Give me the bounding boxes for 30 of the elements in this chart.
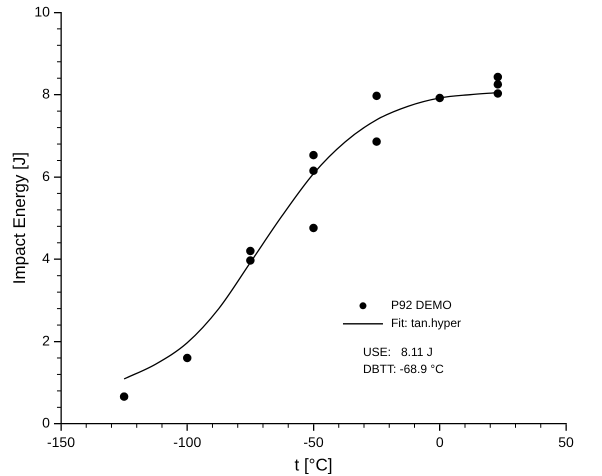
x-tick-label: -150 (46, 434, 76, 450)
legend-label: P92 DEMO (390, 298, 452, 312)
annotation: USE: 8.11 J (362, 345, 433, 360)
point (309, 224, 318, 232)
point (372, 92, 381, 100)
point (494, 72, 502, 82)
point (182, 354, 192, 362)
y-tick-label: 6 (42, 168, 50, 184)
x-tick-label: -100 (173, 434, 202, 450)
point (494, 89, 502, 98)
annotation: DBTT: -68.9 °C (362, 362, 444, 376)
legend-label: Fit: tan.hyper (390, 316, 462, 330)
x-tick-label: 0 (436, 434, 444, 450)
x-tick-label: -50 (303, 434, 324, 450)
point (494, 80, 502, 89)
point (246, 246, 255, 256)
y-tick-label: 8 (42, 86, 50, 102)
point (246, 256, 255, 265)
y-tick-label: 2 (42, 332, 50, 348)
x-axis-title: t [°C] (294, 455, 332, 474)
x-tick-label: 50 (558, 434, 574, 450)
y-tick-label: 10 (34, 3, 50, 20)
y-tick-label: 4 (42, 250, 50, 266)
point (120, 392, 128, 401)
point (309, 166, 318, 176)
point (435, 94, 444, 102)
y-axis-title: Impact Energy [J] (10, 152, 29, 284)
y-tick-label: 0 (42, 414, 50, 431)
point (372, 137, 381, 146)
point (309, 150, 318, 160)
